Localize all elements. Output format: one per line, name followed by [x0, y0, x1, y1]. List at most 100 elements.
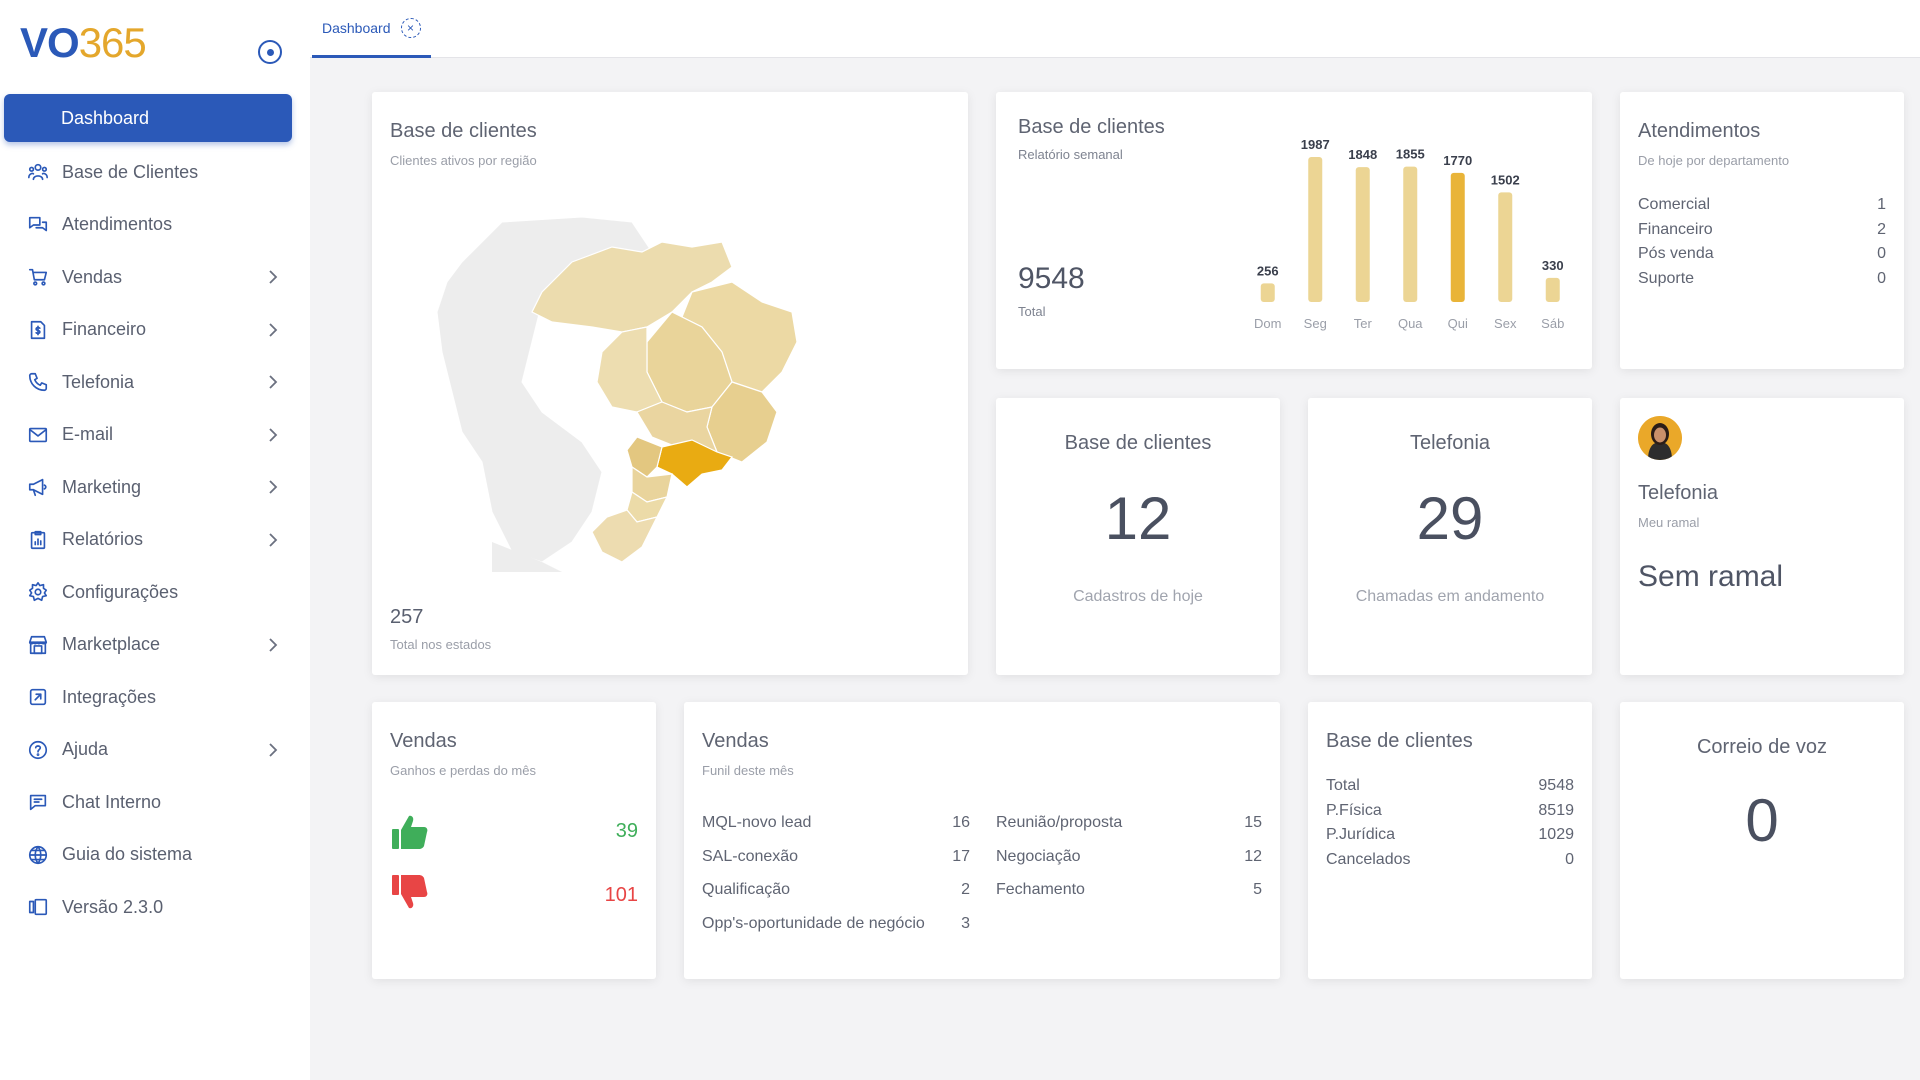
- card-title: Vendas: [702, 730, 769, 752]
- sales-win-loss-card: Vendas Ganhos e perdas do mês 39 101: [372, 702, 656, 979]
- sales-won-value: 39: [615, 820, 638, 842]
- row-value: 0: [1877, 269, 1886, 287]
- card-title: Base de clientes: [1326, 730, 1473, 752]
- sidebar-toggle-icon[interactable]: [258, 40, 282, 64]
- row-label: Qualificação: [702, 881, 791, 898]
- sidebar-item-base-de-clientes[interactable]: Base de Clientes: [0, 146, 310, 199]
- sidebar-nav: Dashboard Base de Clientes Atendimentos Ven…: [0, 94, 310, 934]
- tab-bar: Dashboard ×: [310, 0, 1920, 58]
- tab-dashboard[interactable]: Dashboard ×: [312, 0, 431, 58]
- row-label: P.Jurídica: [1326, 826, 1396, 843]
- mail-icon: [26, 423, 50, 447]
- bar-qui[interactable]: [1450, 172, 1465, 302]
- thumbs-up-icon: [392, 815, 428, 849]
- sidebar-item-label: Dashboard: [61, 107, 150, 128]
- row-value: 16: [952, 814, 970, 831]
- sidebar-item-label: Chat Interno: [62, 791, 162, 812]
- row-value: 17: [952, 847, 970, 865]
- chevron-right-icon: [268, 742, 278, 758]
- row-label: Cancelados: [1326, 850, 1411, 868]
- sidebar-item-telefonia[interactable]: Telefonia: [0, 356, 310, 409]
- sidebar-item-label: Guia do sistema: [62, 844, 193, 865]
- bar-seg[interactable]: [1308, 157, 1323, 302]
- sidebar-item-chat-interno[interactable]: Chat Interno: [0, 776, 310, 829]
- department-row: Pós venda 0: [1638, 245, 1886, 270]
- row-label: Total: [1326, 777, 1360, 794]
- chat-icon: [26, 213, 50, 237]
- row-value: 9548: [1538, 777, 1574, 794]
- sidebar-item-label: E-mail: [62, 424, 114, 445]
- department-list: Comercial 1 Financeiro 2 Pós venda 0 Suporte 0: [1638, 196, 1886, 294]
- sales-lost-value: 101: [604, 884, 638, 906]
- bar-value-label: 1855: [1396, 147, 1425, 162]
- card-title: Correio de voz: [1696, 736, 1828, 758]
- sidebar-item-vendas[interactable]: Vendas: [0, 251, 310, 304]
- signups-today-card: Base de clientes 12 Cadastros de hoje: [996, 398, 1280, 675]
- map-total-value: 257: [390, 606, 424, 628]
- card-subtitle: Meu ramal: [1638, 515, 1700, 530]
- sidebar-item-relatorios[interactable]: Relatórios: [0, 514, 310, 567]
- bar-ter[interactable]: [1355, 167, 1370, 302]
- gear-icon: [26, 580, 50, 604]
- card-title: Base de clientes: [1064, 432, 1212, 454]
- sidebar-item-financeiro[interactable]: Financeiro: [0, 304, 310, 357]
- sidebar-item-marketing[interactable]: Marketing: [0, 461, 310, 514]
- bar-qua[interactable]: [1403, 166, 1418, 302]
- sidebar-item-guia-do-sistema[interactable]: Guia do sistema: [0, 829, 310, 882]
- chevron-right-icon: [268, 479, 278, 495]
- summary-row: Total 9548: [1326, 777, 1574, 802]
- x-tick-label: Ter: [1354, 316, 1373, 331]
- bar-sáb[interactable]: [1545, 277, 1560, 302]
- brazil-map[interactable]: [432, 212, 832, 572]
- sidebar-item-label: Integrações: [62, 686, 157, 707]
- weekly-bar-chart: 256 Dom 1987 Seg 1848 Ter 1855 Qua 1770 Qui 1502 Se…: [1254, 137, 1564, 331]
- sidebar-item-label: Marketing: [62, 476, 142, 497]
- row-value: 15: [1244, 814, 1262, 831]
- version-icon: [26, 895, 50, 919]
- bar-dom[interactable]: [1260, 283, 1275, 302]
- funnel-stage-row: Fechamento 5: [996, 881, 1262, 915]
- voicemail-value: 0: [1745, 787, 1779, 854]
- sidebar-item-marketplace[interactable]: Marketplace: [0, 619, 310, 672]
- department-row: Suporte 0: [1638, 270, 1886, 295]
- sidebar-item-ajuda[interactable]: Ajuda: [0, 724, 310, 777]
- signups-value: 12: [1104, 485, 1172, 552]
- app-logo[interactable]: VO 365: [20, 18, 147, 68]
- row-label: Opp's-oportunidade de negócio: [702, 914, 925, 932]
- card-subtitle: Funil deste mês: [702, 763, 794, 778]
- row-label: Comercial: [1638, 196, 1711, 213]
- summary-row: P.Jurídica 1029: [1326, 826, 1574, 851]
- sidebar-item-dashboard[interactable]: Dashboard: [4, 94, 292, 142]
- chevron-right-icon: [268, 374, 278, 390]
- globe-icon: [26, 843, 50, 867]
- sidebar-item-configuracoes[interactable]: Configurações: [0, 566, 310, 619]
- row-label: Reunião/proposta: [996, 814, 1123, 831]
- row-label: MQL-novo lead: [702, 814, 812, 831]
- atendimentos-card: Atendimentos De hoje por departamento Co…: [1620, 92, 1904, 369]
- weekly-clients-card: Base de clientes Relatório semanal 9548 …: [996, 92, 1592, 369]
- card-subtitle: Relatório semanal: [1018, 147, 1123, 162]
- card-title: Telefonia: [1409, 432, 1491, 454]
- map-total-label: Total nos estados: [390, 637, 492, 652]
- sidebar-item-label: Marketplace: [62, 634, 161, 655]
- clients-summary-card: Base de clientes Total 9548 P.Física 8519 P.…: [1308, 702, 1592, 979]
- sidebar-item-integracoes[interactable]: Integrações: [0, 671, 310, 724]
- user-avatar[interactable]: [1638, 416, 1682, 460]
- calls-label: Chamadas em andamento: [1355, 588, 1545, 605]
- tab-close-icon[interactable]: ×: [400, 17, 421, 38]
- bar-value-label: 256: [1257, 263, 1279, 278]
- funnel-stage-row: Negociação 12: [996, 848, 1262, 882]
- sidebar-item-versao-2-3-0[interactable]: Versão 2.3.0: [0, 881, 310, 934]
- sidebar-item-label: Versão 2.3.0: [62, 896, 164, 917]
- help-icon: [26, 738, 50, 762]
- card-title: Base de clientes: [1018, 116, 1165, 138]
- calls-in-progress-card: Telefonia 29 Chamadas em andamento: [1308, 398, 1592, 675]
- row-value: 3: [961, 914, 970, 932]
- sidebar-item-e-mail[interactable]: E-mail: [0, 409, 310, 462]
- bar-value-label: 1848: [1348, 147, 1377, 162]
- thumbs-down-icon: [392, 875, 428, 909]
- bar-value-label: 1987: [1301, 137, 1330, 152]
- x-tick-label: Seg: [1304, 316, 1327, 331]
- bar-sex[interactable]: [1498, 192, 1513, 302]
- sidebar-item-atendimentos[interactable]: Atendimentos: [0, 199, 310, 252]
